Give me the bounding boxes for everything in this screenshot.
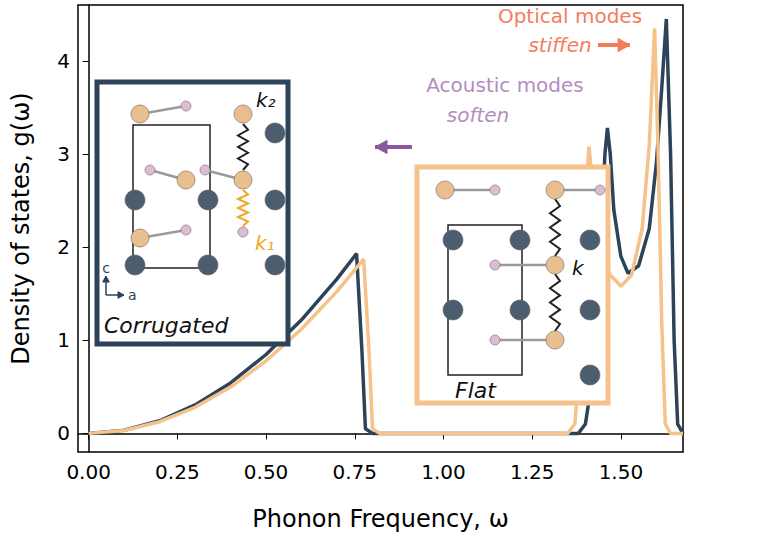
svg-text:Optical modes: Optical modes <box>498 4 642 28</box>
svg-text:1.25: 1.25 <box>510 460 555 484</box>
svg-text:soften: soften <box>447 103 510 127</box>
svg-text:2: 2 <box>57 235 70 259</box>
svg-text:1: 1 <box>57 328 70 352</box>
svg-text:4: 4 <box>57 49 70 73</box>
svg-text:0.25: 0.25 <box>155 460 200 484</box>
svg-text:a: a <box>128 287 137 303</box>
svg-text:k₂: k₂ <box>256 88 276 112</box>
svg-text:1.50: 1.50 <box>599 460 644 484</box>
svg-text:stiffen: stiffen <box>528 33 591 57</box>
svg-text:Flat: Flat <box>455 378 497 403</box>
svg-text:0.75: 0.75 <box>333 460 378 484</box>
svg-text:Density of states, g(ω): Density of states, g(ω) <box>7 92 35 364</box>
svg-text:c: c <box>102 260 110 276</box>
svg-text:3: 3 <box>57 142 70 166</box>
svg-text:Corrugated: Corrugated <box>104 313 229 338</box>
svg-text:k₁: k₁ <box>255 231 275 255</box>
svg-text:0.00: 0.00 <box>66 460 111 484</box>
svg-text:Phonon Frequency, ω: Phonon Frequency, ω <box>252 505 508 533</box>
svg-text:1.00: 1.00 <box>421 460 466 484</box>
svg-text:0: 0 <box>57 421 70 445</box>
svg-text:k: k <box>572 256 585 280</box>
svg-text:0.50: 0.50 <box>244 460 289 484</box>
svg-text:Acoustic modes: Acoustic modes <box>426 73 584 97</box>
